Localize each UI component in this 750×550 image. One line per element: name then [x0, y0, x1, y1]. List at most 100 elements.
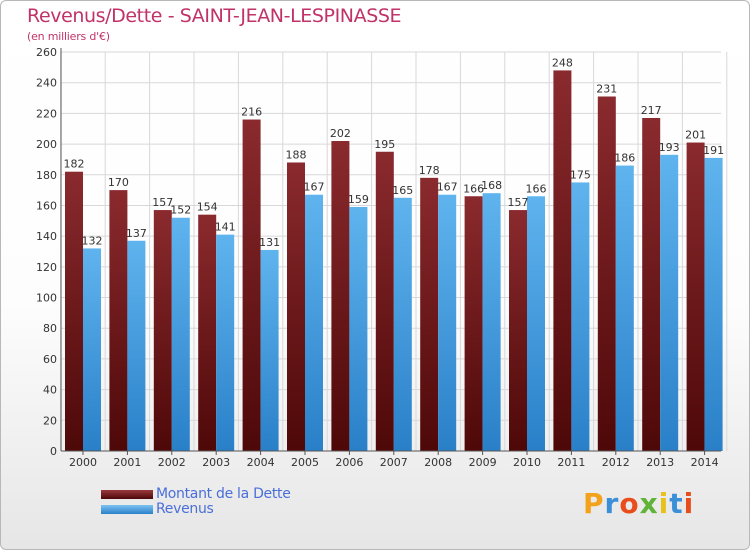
bar-revenus — [571, 182, 590, 451]
data-label-revenus: 131 — [259, 236, 280, 249]
bar-dette — [65, 171, 83, 451]
bar-dette — [242, 119, 261, 452]
x-tick-label: 2006 — [335, 456, 363, 469]
bar-revenus — [393, 197, 412, 451]
legend — [101, 490, 153, 514]
data-label-dette: 201 — [685, 129, 706, 142]
logo-letter: i — [683, 487, 695, 520]
y-tick-label: 240 — [36, 77, 57, 90]
bar-dette — [198, 214, 217, 451]
bar-dette — [153, 210, 172, 451]
x-tick-label: 2013 — [646, 456, 674, 469]
data-label-revenus: 141 — [215, 221, 236, 234]
chart-title: Revenus/Dette - SAINT-JEAN-LESPINASSE — [27, 5, 402, 27]
bar-dette — [375, 151, 394, 451]
axes: 0 20 40 60 80 100 120 140 160 180 200 220 240 260 2000… — [36, 46, 721, 469]
data-label-revenus: 166 — [526, 182, 547, 195]
data-label-dette: 170 — [108, 176, 129, 189]
data-label-revenus: 167 — [304, 181, 325, 194]
legend-label-revenus: Revenus — [156, 501, 214, 517]
logo-letter: t — [669, 487, 684, 520]
bar-revenus — [171, 217, 190, 451]
data-label-dette: 195 — [374, 138, 395, 151]
y-tick-label: 200 — [36, 138, 57, 151]
bar-revenus — [438, 194, 457, 451]
data-label-revenus: 191 — [703, 144, 724, 157]
data-label-revenus: 167 — [437, 181, 458, 194]
legend-swatch-dette — [101, 490, 153, 499]
legend-swatch-revenus — [101, 505, 153, 514]
logo-letter: o — [619, 487, 640, 520]
y-tick-label: 60 — [43, 353, 57, 366]
bar-dette — [287, 162, 305, 451]
x-tick-label: 2005 — [291, 456, 319, 469]
y-tick-label: 0 — [50, 445, 57, 458]
x-tick-label: 2003 — [202, 456, 230, 469]
bar-revenus — [482, 193, 501, 451]
bar-dette — [509, 210, 527, 451]
data-label-revenus: 159 — [348, 193, 369, 206]
logo-letter: i — [658, 487, 670, 520]
y-tick-label: 100 — [36, 292, 57, 305]
legend-label-dette: Montant de la Dette — [156, 486, 291, 502]
bar-revenus — [704, 157, 723, 451]
data-label-dette: 182 — [64, 158, 85, 171]
data-label-revenus: 193 — [659, 141, 680, 154]
bar-revenus — [127, 240, 146, 451]
x-tick-label: 2004 — [247, 456, 275, 469]
data-label-revenus: 175 — [570, 168, 591, 181]
data-label-dette: 202 — [330, 127, 351, 140]
x-tick-label: 2012 — [602, 456, 630, 469]
data-label-dette: 231 — [596, 83, 617, 96]
data-label-dette: 178 — [419, 164, 440, 177]
y-tick-label: 180 — [36, 169, 57, 182]
y-tick-label: 140 — [36, 230, 57, 243]
bar-dette — [597, 96, 616, 451]
chart-subtitle: (en milliers d'€) — [27, 30, 110, 43]
bar-dette — [553, 70, 572, 452]
bar-revenus — [305, 194, 323, 451]
bar-revenus — [660, 154, 679, 452]
bar-dette — [686, 142, 705, 452]
data-label-dette: 166 — [463, 182, 484, 195]
data-label-dette: 217 — [641, 104, 662, 117]
bar-revenus — [349, 206, 368, 451]
x-tick-label: 2008 — [424, 456, 452, 469]
x-tick-label: 2011 — [557, 456, 585, 469]
data-label-dette: 188 — [286, 148, 307, 161]
data-label-revenus: 132 — [82, 234, 103, 247]
x-tick-label: 2000 — [69, 456, 97, 469]
y-tick-label: 260 — [36, 46, 57, 59]
bar-dette — [642, 117, 661, 451]
logo-letter: P — [583, 487, 605, 520]
bar-dette — [420, 177, 439, 452]
bar-dette — [109, 190, 128, 451]
data-label-revenus: 168 — [481, 179, 502, 192]
bars — [65, 70, 723, 452]
data-label-revenus: 165 — [392, 184, 413, 197]
x-tick-label: 2010 — [513, 456, 541, 469]
x-tick-label: 2001 — [113, 456, 141, 469]
logo-letter: x — [639, 487, 659, 520]
y-tick-label: 40 — [43, 384, 57, 397]
bar-revenus — [83, 248, 101, 451]
x-tick-label: 2002 — [158, 456, 186, 469]
x-tick-label: 2009 — [469, 456, 497, 469]
y-tick-label: 120 — [36, 261, 57, 274]
data-label-dette: 154 — [197, 201, 218, 214]
y-tick-label: 220 — [36, 107, 57, 120]
y-tick-label: 160 — [36, 199, 57, 212]
y-tick-label: 80 — [43, 322, 57, 335]
data-label-dette: 216 — [241, 106, 262, 119]
bar-dette — [331, 141, 350, 451]
data-label-dette: 248 — [552, 56, 573, 69]
logo-letter: r — [604, 487, 620, 520]
bar-revenus — [216, 234, 235, 451]
data-label-revenus: 137 — [126, 227, 147, 240]
bar-revenus — [615, 165, 634, 452]
x-tick-label: 2007 — [380, 456, 408, 469]
proxiti-logo: Proxiti — [583, 487, 694, 520]
